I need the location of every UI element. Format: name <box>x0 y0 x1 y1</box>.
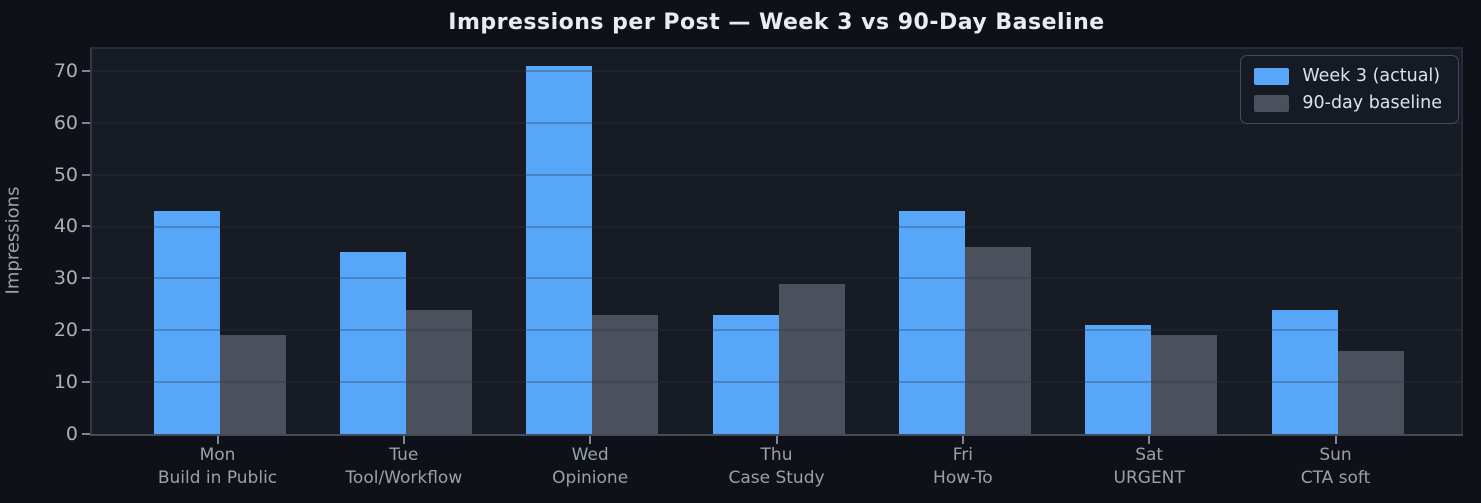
bar-baseline-sat <box>1151 335 1218 434</box>
plot-area <box>90 47 1463 436</box>
y-tick-label-20: 20 <box>53 319 78 342</box>
x-tick-mark-wed <box>589 436 592 444</box>
gridline-20 <box>92 329 1461 332</box>
y-tick-label-60: 60 <box>53 111 78 134</box>
x-tick-label-wed: Wed Opinione <box>480 444 700 490</box>
x-axis-spine <box>90 434 1463 436</box>
bar-week3-tue <box>339 252 406 434</box>
x-tick-topic: How-To <box>933 468 993 488</box>
y-tick-mark-20 <box>82 329 90 332</box>
bar-week3-sat <box>1085 325 1152 434</box>
x-tick-label-thu: Thu Case Study <box>667 444 887 490</box>
y-tick-mark-10 <box>82 381 90 384</box>
legend-swatch-week3 <box>1254 67 1290 85</box>
bar-baseline-mon <box>219 335 286 434</box>
x-tick-day: Fri <box>952 445 973 465</box>
bar-week3-thu <box>712 314 779 434</box>
bar-baseline-fri <box>964 247 1031 434</box>
plot-inner <box>92 49 1461 434</box>
x-tick-mark-sat <box>1148 436 1151 444</box>
bar-baseline-wed <box>592 314 659 434</box>
x-tick-topic: Case Study <box>728 468 825 488</box>
x-tick-label-sat: Sat URGENT <box>1039 444 1259 490</box>
x-tick-label-sun: Sun CTA soft <box>1226 444 1446 490</box>
y-tick-label-30: 30 <box>53 267 78 290</box>
y-tick-label-70: 70 <box>53 59 78 82</box>
x-tick-day: Tue <box>389 445 419 465</box>
x-tick-topic: Build in Public <box>157 468 278 488</box>
x-tick-mark-fri <box>961 436 964 444</box>
gridline-10 <box>92 381 1461 384</box>
y-tick-mark-70 <box>82 69 90 72</box>
bar-week3-wed <box>526 65 593 434</box>
legend-item-week3: Week 3 (actual) <box>1254 66 1442 86</box>
gridline-70 <box>92 69 1461 72</box>
x-tick-topic: Opinione <box>552 468 629 488</box>
legend-label-week3: Week 3 (actual) <box>1302 66 1441 86</box>
gridline-50 <box>92 173 1461 176</box>
y-tick-mark-60 <box>82 121 90 124</box>
chart-title: Impressions per Post — Week 3 vs 90-Day … <box>448 10 1105 35</box>
legend: Week 3 (actual) 90-day baseline <box>1240 55 1459 124</box>
bar-baseline-tue <box>405 309 472 434</box>
bar-week3-fri <box>898 210 965 434</box>
x-tick-label-fri: Fri How-To <box>853 444 1073 490</box>
bar-week3-mon <box>153 210 220 434</box>
y-tick-label-0: 0 <box>65 423 78 445</box>
x-tick-day: Sun <box>1319 445 1352 465</box>
bar-baseline-sun <box>1337 351 1404 434</box>
x-tick-day: Wed <box>571 445 609 465</box>
x-tick-topic: Tool/Workflow <box>345 468 463 488</box>
y-tick-label-10: 10 <box>53 371 78 394</box>
bar-baseline-thu <box>778 283 845 434</box>
x-tick-day: Thu <box>760 445 793 465</box>
legend-swatch-baseline <box>1254 94 1290 112</box>
x-tick-mark-mon <box>216 436 219 444</box>
x-tick-day: Sat <box>1135 445 1164 465</box>
gridline-30 <box>92 277 1461 280</box>
y-tick-label-40: 40 <box>53 215 78 238</box>
x-tick-label-mon: Mon Build in Public <box>108 444 328 490</box>
y-tick-mark-40 <box>82 225 90 228</box>
x-tick-topic: CTA soft <box>1300 468 1371 488</box>
x-tick-day: Mon <box>199 445 236 465</box>
x-tick-mark-tue <box>402 436 405 444</box>
y-tick-mark-50 <box>82 173 90 176</box>
x-tick-label-tue: Tue Tool/Workflow <box>294 444 514 490</box>
bar-week3-sun <box>1271 309 1338 434</box>
x-tick-mark-thu <box>775 436 778 444</box>
gridline-40 <box>92 225 1461 228</box>
legend-item-baseline: 90-day baseline <box>1254 93 1442 113</box>
x-tick-mark-sun <box>1334 436 1337 444</box>
y-tick-label-50: 50 <box>53 163 78 186</box>
y-tick-mark-30 <box>82 277 90 280</box>
gridline-60 <box>92 121 1461 124</box>
y-tick-mark-0 <box>82 433 90 435</box>
x-tick-topic: URGENT <box>1113 468 1185 488</box>
legend-label-baseline: 90-day baseline <box>1302 93 1442 113</box>
